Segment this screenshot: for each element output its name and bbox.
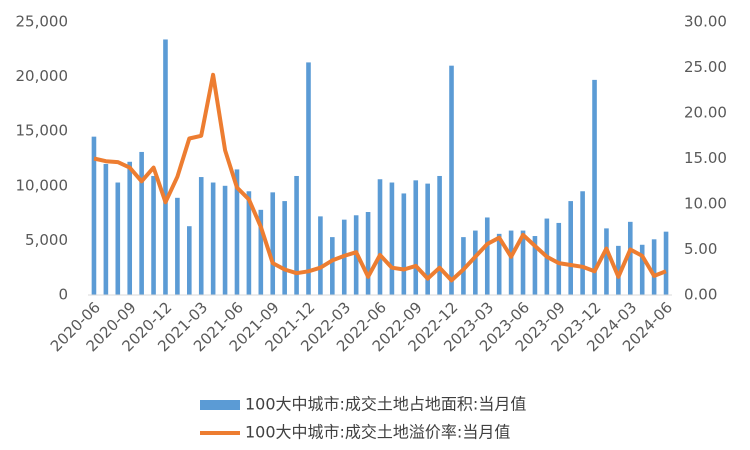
bar (580, 191, 585, 295)
y-tick-label: 0 (58, 286, 68, 304)
bar (210, 182, 216, 295)
y2-tick-label: 20.00 (684, 104, 727, 122)
y-tick-label: 15,000 (16, 122, 69, 140)
bar (663, 231, 669, 295)
legend-label: 100大中城市:成交土地占地面积:当月值 (245, 395, 526, 414)
bar (318, 216, 323, 295)
bar (330, 237, 335, 295)
bar (449, 65, 454, 296)
bar (139, 151, 144, 295)
bar (306, 62, 311, 296)
bar (127, 161, 133, 295)
bar (401, 193, 407, 295)
bar (627, 221, 633, 295)
bar (556, 222, 562, 295)
bar (198, 177, 204, 295)
y2-tick-label: 10.00 (684, 195, 727, 213)
y-tick-label: 20,000 (16, 67, 69, 85)
bar (532, 236, 538, 295)
line (93, 72, 667, 283)
bar (246, 191, 252, 295)
bar (651, 239, 657, 295)
bar (389, 182, 395, 295)
bar (151, 175, 156, 295)
bar (187, 226, 192, 295)
bar (484, 217, 490, 295)
bar (520, 230, 526, 295)
bar (175, 197, 180, 295)
bar (508, 230, 514, 295)
bar (568, 201, 573, 295)
bar (592, 79, 597, 295)
bar (365, 212, 371, 295)
bar (616, 245, 621, 295)
bar (377, 179, 383, 295)
bar (282, 201, 287, 295)
y2-tick-label: 15.00 (684, 149, 727, 167)
legend-swatch (200, 400, 240, 410)
y2-tick-label: 0.00 (684, 286, 717, 304)
legend-label: 100大中城市:成交土地溢价率:当月值 (245, 423, 510, 442)
y-tick-label: 25,000 (16, 13, 69, 31)
bar (496, 233, 502, 295)
bar (461, 237, 466, 295)
bar (222, 185, 228, 295)
bar (270, 192, 276, 295)
y2-tick-label: 5.00 (684, 240, 717, 258)
y-tick-label: 10,000 (16, 176, 69, 194)
y-tick-label: 5,000 (25, 231, 68, 249)
bar (163, 39, 168, 295)
bar (604, 228, 609, 295)
bar (258, 209, 264, 295)
bar (103, 163, 109, 295)
bar (115, 182, 121, 295)
bar (91, 136, 97, 295)
y2-tick-label: 25.00 (684, 58, 727, 76)
bar (425, 183, 430, 295)
bar (234, 169, 240, 295)
bar (639, 244, 645, 295)
y2-tick-label: 30.00 (684, 13, 727, 31)
bar (437, 175, 442, 295)
bar (473, 230, 478, 295)
bar (294, 175, 299, 295)
bar (413, 180, 419, 295)
